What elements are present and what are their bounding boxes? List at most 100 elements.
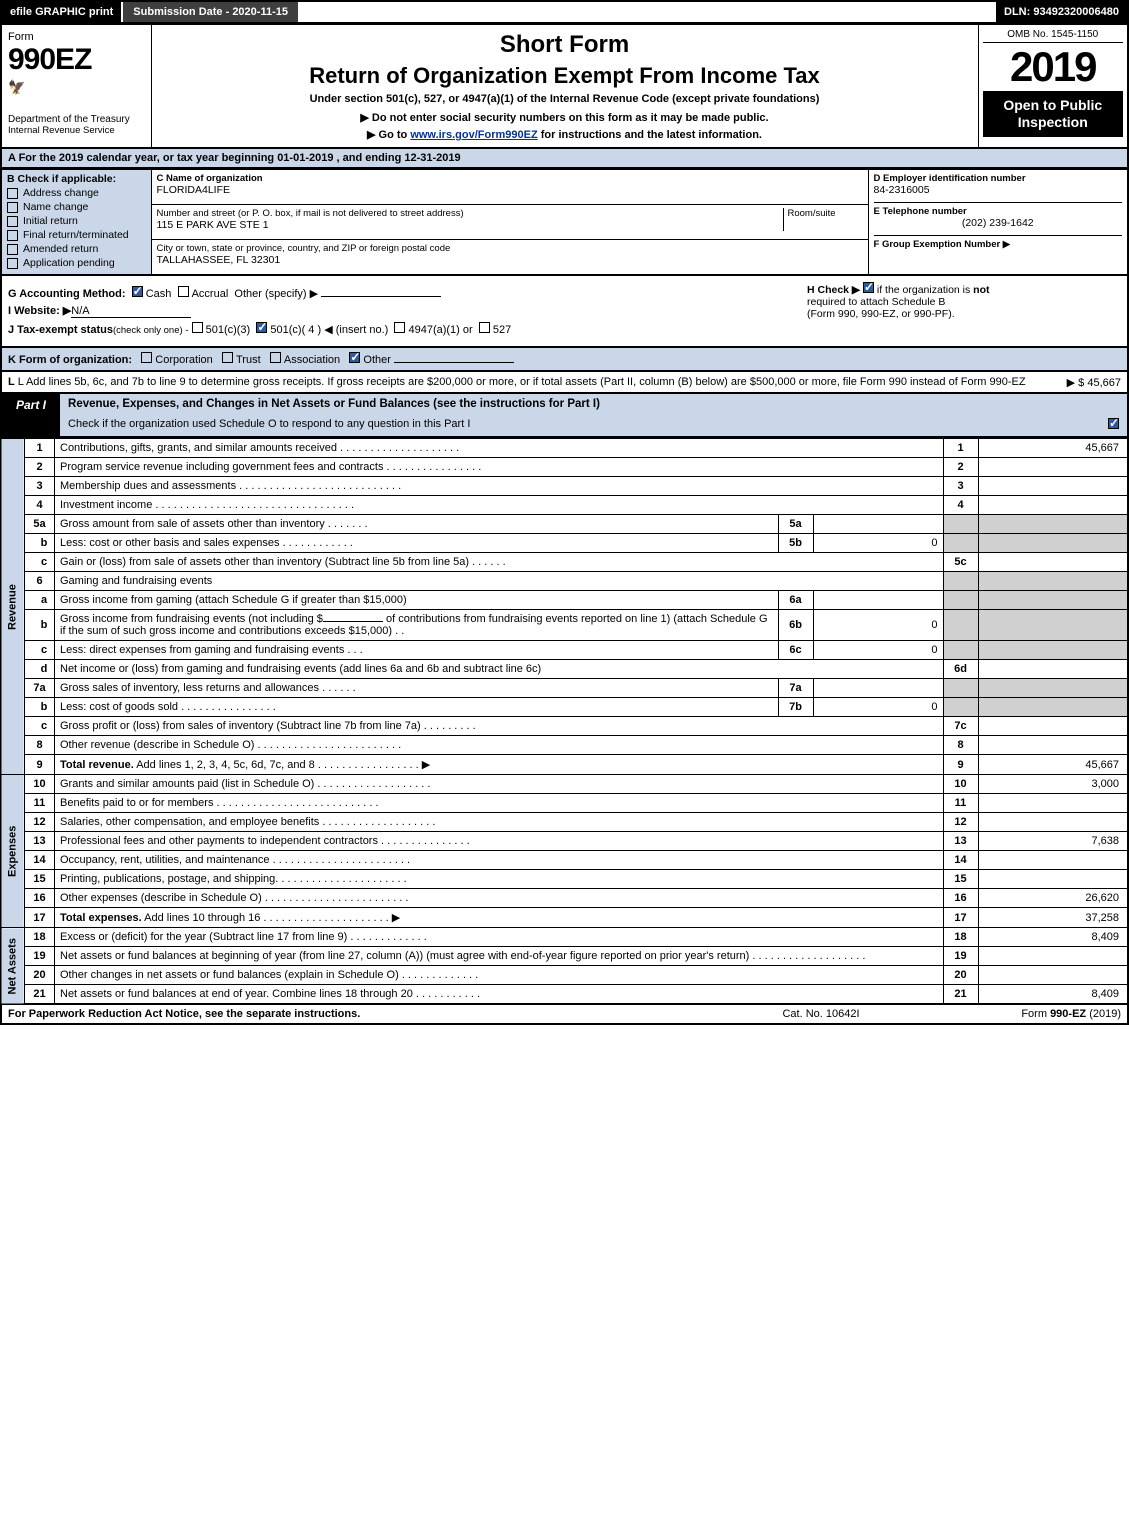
6b-amount-input[interactable] xyxy=(323,621,383,622)
section-a-tax-year: A For the 2019 calendar year, or tax yea… xyxy=(0,149,1129,169)
g-accrual: Accrual xyxy=(192,288,229,300)
checkbox-schedule-o-used[interactable] xyxy=(1108,418,1119,429)
line-desc: Membership dues and assessments xyxy=(60,480,236,492)
checkbox-accrual[interactable] xyxy=(178,286,189,297)
h-text1: if the organization is xyxy=(877,284,973,296)
line-rnum: 1 xyxy=(943,439,978,458)
checkbox-association[interactable] xyxy=(270,352,281,363)
line-8-value xyxy=(978,736,1128,755)
line-desc: Net assets or fund balances at end of ye… xyxy=(60,988,413,1000)
line-20-value xyxy=(978,966,1128,985)
line-rnum: 14 xyxy=(943,851,978,870)
line-16-value: 26,620 xyxy=(978,889,1128,908)
irs-label: Internal Revenue Service xyxy=(8,125,145,136)
efile-print-label[interactable]: efile GRAPHIC print xyxy=(2,2,121,22)
other-specify-input[interactable] xyxy=(321,296,441,297)
section-l: L L Add lines 5b, 6c, and 7b to line 9 t… xyxy=(0,372,1129,394)
k-corp: Corporation xyxy=(155,354,212,366)
checkbox-4947[interactable] xyxy=(394,322,405,333)
line-desc: Contributions, gifts, grants, and simila… xyxy=(60,442,337,454)
grey-cell xyxy=(943,534,978,553)
goto-line: ▶ Go to www.irs.gov/Form990EZ for instru… xyxy=(162,128,968,141)
line-10-value: 3,000 xyxy=(978,775,1128,794)
line-desc: Less: direct expenses from gaming and fu… xyxy=(60,644,344,656)
checkbox-other-org[interactable] xyxy=(349,352,360,363)
checkbox-527[interactable] xyxy=(479,322,490,333)
checkbox-address-change[interactable] xyxy=(7,188,18,199)
checkbox-501c3[interactable] xyxy=(192,322,203,333)
checkbox-amended-return[interactable] xyxy=(7,244,18,255)
other-org-input[interactable] xyxy=(394,362,514,363)
grey-cell xyxy=(978,679,1128,698)
line-num: 13 xyxy=(25,832,55,851)
checkbox-501c[interactable] xyxy=(256,322,267,333)
h-label: H Check ▶ xyxy=(807,284,860,296)
line-desc: Other expenses (describe in Schedule O) xyxy=(60,892,262,904)
line-desc: Gain or (loss) from sale of assets other… xyxy=(60,556,469,568)
line-num: 7a xyxy=(25,679,55,698)
org-name-value: FLORIDA4LIFE xyxy=(157,184,863,196)
line-rnum: 5c xyxy=(943,553,978,572)
line-num: b xyxy=(25,534,55,553)
h-not: not xyxy=(973,284,989,296)
return-title: Return of Organization Exempt From Incom… xyxy=(162,63,968,89)
chk-label: Final return/terminated xyxy=(23,229,129,241)
line-7b-value: 0 xyxy=(813,698,943,717)
expenses-side-label: Expenses xyxy=(1,775,25,928)
h-text2: required to attach Schedule B xyxy=(807,296,945,308)
line-desc-6b-1: Gross income from fundraising events (no… xyxy=(60,613,323,625)
line-21-value: 8,409 xyxy=(978,985,1128,1005)
irs-link[interactable]: www.irs.gov/Form990EZ xyxy=(410,129,537,141)
city-label: City or town, state or province, country… xyxy=(157,243,863,254)
checkbox-schedule-b-not-required[interactable] xyxy=(863,282,874,293)
line-6c-value: 0 xyxy=(813,641,943,660)
box-num: 6b xyxy=(778,610,813,641)
grey-cell xyxy=(943,610,978,641)
section-i-label: I Website: ▶ xyxy=(8,304,71,317)
box-num: 5b xyxy=(778,534,813,553)
line-num: 10 xyxy=(25,775,55,794)
checkbox-corporation[interactable] xyxy=(141,352,152,363)
line-rnum: 9 xyxy=(943,755,978,775)
line-rnum: 12 xyxy=(943,813,978,832)
checkbox-name-change[interactable] xyxy=(7,202,18,213)
g-other: Other (specify) ▶ xyxy=(234,287,318,300)
line-desc: Benefits paid to or for members xyxy=(60,797,213,809)
line-rnum: 18 xyxy=(943,928,978,947)
checkbox-final-return[interactable] xyxy=(7,230,18,241)
line-num: b xyxy=(25,610,55,641)
revenue-side-label: Revenue xyxy=(1,439,25,775)
line-1-value: 45,667 xyxy=(978,439,1128,458)
line-14-value xyxy=(978,851,1128,870)
ein-label: D Employer identification number xyxy=(874,173,1123,184)
page-footer: For Paperwork Reduction Act Notice, see … xyxy=(0,1005,1129,1025)
grey-cell xyxy=(943,515,978,534)
form-header: Form 990EZ 🦅 Department of the Treasury … xyxy=(0,24,1129,149)
line-3-value xyxy=(978,477,1128,496)
checkbox-cash[interactable] xyxy=(132,286,143,297)
checkbox-initial-return[interactable] xyxy=(7,216,18,227)
line-rnum: 4 xyxy=(943,496,978,515)
l-text: L Add lines 5b, 6c, and 7b to line 9 to … xyxy=(18,376,1026,388)
checkbox-application-pending[interactable] xyxy=(7,258,18,269)
line-rnum: 19 xyxy=(943,947,978,966)
line-desc: Printing, publications, postage, and shi… xyxy=(60,873,278,885)
h-text3: (Form 990, 990-EZ, or 990-PF). xyxy=(807,308,955,320)
line-desc: Investment income xyxy=(60,499,152,511)
ein-value: 84-2316005 xyxy=(874,184,1123,196)
line-num: d xyxy=(25,660,55,679)
line-6d-value xyxy=(978,660,1128,679)
line-num: c xyxy=(25,641,55,660)
grey-cell xyxy=(978,534,1128,553)
net-assets-side-label: Net Assets xyxy=(1,928,25,1005)
line-desc: Less: cost of goods sold xyxy=(60,701,178,713)
checkbox-trust[interactable] xyxy=(222,352,233,363)
part-1-check-line: Check if the organization used Schedule … xyxy=(60,414,1127,436)
line-num: c xyxy=(25,717,55,736)
k-assoc: Association xyxy=(284,354,340,366)
box-num: 7b xyxy=(778,698,813,717)
line-19-value xyxy=(978,947,1128,966)
chk-label: Application pending xyxy=(23,257,115,269)
paperwork-notice: For Paperwork Reduction Act Notice, see … xyxy=(8,1008,721,1020)
line-rnum: 2 xyxy=(943,458,978,477)
